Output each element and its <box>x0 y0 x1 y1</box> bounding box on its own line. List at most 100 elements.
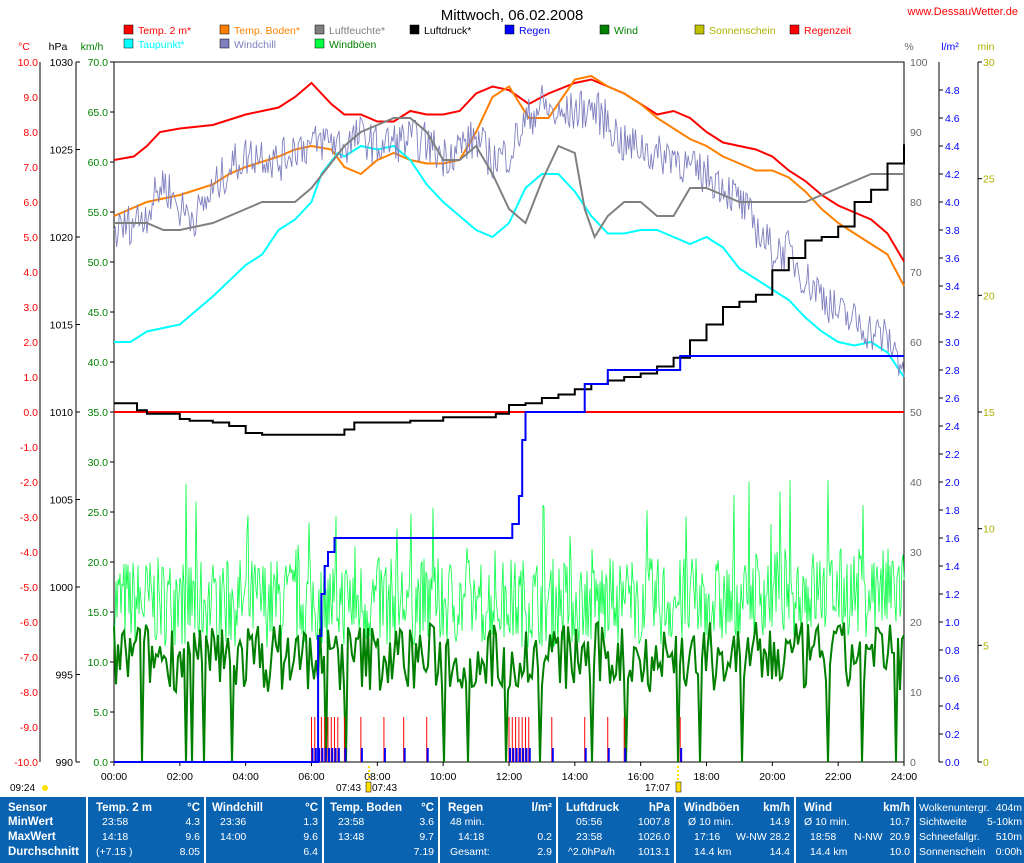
stats-wind-title: Wind <box>804 802 832 814</box>
marker-time: 07:43 <box>372 783 397 794</box>
marker-time: 09:24 <box>10 783 35 794</box>
axis-tick-kmh: 70.0 <box>88 57 109 69</box>
axis-tick-rain: 2.2 <box>945 449 960 461</box>
axis-tick-rain: 0.0 <box>945 757 960 769</box>
stats-boden-avg: 7.19 <box>413 846 434 858</box>
plot-area <box>113 74 905 763</box>
stats-snowline-label: Schneefallgr. <box>919 831 980 843</box>
series-windboeen <box>113 479 905 648</box>
legend-swatch <box>219 24 230 35</box>
legend-label: Windchill <box>234 39 276 51</box>
axis-tick-percent: 10 <box>910 687 922 699</box>
axis-tick-celsius: -8.0 <box>20 687 38 699</box>
stats-luftdruck-max-time: 23:58 <box>576 831 603 843</box>
stats-windboeen-mean: 14.4 <box>769 846 790 858</box>
stats-regen-max: 0.2 <box>537 831 552 843</box>
axis-tick-rain: 2.4 <box>945 421 960 433</box>
axis-tick-rain: 1.8 <box>945 505 960 517</box>
axis-tick-kmh: 35.0 <box>88 407 109 419</box>
axis-tick-celsius: -3.0 <box>20 512 38 524</box>
axis-tick-time: 20:00 <box>759 771 785 783</box>
axis-tick-celsius: 4.0 <box>23 267 38 279</box>
stats-misc: Wolkenuntergr. 404m Sichtweite 5-10km Schn… <box>916 797 1024 863</box>
stats-windchill-unit: °C <box>305 802 318 814</box>
axis-unit-kmh: km/h <box>81 41 104 53</box>
axis-tick-celsius: 3.0 <box>23 302 38 314</box>
axis-tick-celsius: 5.0 <box>23 232 38 244</box>
legend-swatch <box>314 38 325 49</box>
axis-tick-kmh: 15.0 <box>88 607 109 619</box>
stats-sunshine-label: Sonnenschein <box>919 846 986 858</box>
stats-windboeen-title: Windböen <box>684 802 740 814</box>
axis-tick-celsius: -7.0 <box>20 652 38 664</box>
legend-label: Regenzeit <box>804 25 851 37</box>
stats-temp-unit: °C <box>187 802 200 814</box>
legend-swatch <box>123 24 134 35</box>
series-boden <box>113 74 905 287</box>
stats-windchill-min: 1.3 <box>303 816 318 828</box>
axis-tick-celsius: 1.0 <box>23 372 38 384</box>
stats-luftdruck-unit: hPa <box>648 802 670 814</box>
legend-label: Wind <box>614 25 638 37</box>
sunrise-icon <box>365 781 372 793</box>
chart-title: Mittwoch, 06.02.2008 <box>441 7 584 24</box>
axis-tick-kmh: 55.0 <box>88 207 109 219</box>
stats-windboeen-unit: km/h <box>763 802 790 814</box>
axis-tick-celsius: -1.0 <box>20 442 38 454</box>
axis-tick-kmh: 60.0 <box>88 157 109 169</box>
stats-cloudbase-label: Wolkenuntergr. <box>919 802 990 814</box>
stats-boden-max-time: 13:48 <box>338 831 365 843</box>
stats-temp-min-time: 23:58 <box>102 816 129 828</box>
series-regen <box>114 355 904 763</box>
axis-tick-kmh: 65.0 <box>88 107 109 119</box>
axis-tick-celsius: 6.0 <box>23 197 38 209</box>
axis-tick-celsius: -5.0 <box>20 582 38 594</box>
axis-tick-hpa: 1010 <box>50 407 74 419</box>
stats-label-min: MinWert <box>8 816 54 828</box>
legend-swatch <box>314 24 325 35</box>
stats-luftdruck-trend: ^2.0hPa/h <box>568 846 615 858</box>
stats-windchill-avg: 6.4 <box>303 846 318 858</box>
axis-tick-time: 16:00 <box>628 771 654 783</box>
axis-tick-celsius: -9.0 <box>20 722 38 734</box>
series-windchill <box>113 85 905 377</box>
stats-wind-max-time: 18:58 <box>810 831 837 843</box>
axis-tick-time: 18:00 <box>693 771 719 783</box>
stats-luftdruck-avg: 1013.1 <box>637 846 670 858</box>
axis-tick-rain: 4.8 <box>945 85 960 97</box>
stats-temp: Temp. 2 m °C 23:58 4.3 14:18 9.6 (+7.15 ) 8.… <box>88 797 206 863</box>
axis-tick-celsius: -6.0 <box>20 617 38 629</box>
legend-swatch <box>219 38 230 49</box>
axis-tick-percent: 0 <box>910 757 916 769</box>
stats-wind-avg-label: Ø 10 min. <box>804 816 850 828</box>
axis-tick-time: 24:00 <box>891 771 917 783</box>
axis-tick-time: 04:00 <box>233 771 259 783</box>
axis-tick-celsius: -10.0 <box>14 757 38 769</box>
axis-tick-hpa: 1025 <box>50 145 74 157</box>
axis-tick-time: 12:00 <box>496 771 522 783</box>
axis-tick-rain: 3.8 <box>945 225 960 237</box>
stats-regen-duration: 48 min. <box>450 816 485 828</box>
site-link[interactable]: www.DessauWetter.de <box>907 6 1018 18</box>
stats-windboeen-avg-label: Ø 10 min. <box>688 816 734 828</box>
stats-boden-max: 9.7 <box>419 831 434 843</box>
axis-tick-time: 10:00 <box>430 771 456 783</box>
axis-tick-percent: 60 <box>910 337 922 349</box>
axis-tick-kmh: 10.0 <box>88 657 109 669</box>
stats-temp-avg-note: (+7.15 ) <box>96 846 133 858</box>
stats-regen-total: 2.9 <box>537 846 552 858</box>
axis-tick-kmh: 20.0 <box>88 557 109 569</box>
stats-sensor-column: Sensor MinWert MaxWert Durchschnitt <box>0 797 88 863</box>
legend-swatch <box>789 24 800 35</box>
axis-tick-time: 22:00 <box>825 771 851 783</box>
axis-tick-rain: 0.8 <box>945 645 960 657</box>
axis-tick-kmh: 0.0 <box>93 757 108 769</box>
stats-snowline: 510m <box>995 831 1022 843</box>
legend-label: Sonnenschein <box>709 25 776 37</box>
stats-windchill-min-time: 23:36 <box>220 816 247 828</box>
axis-tick-rain: 3.4 <box>945 281 960 293</box>
stats-temp-avg: 8.05 <box>179 846 200 858</box>
stats-visibility-label: Sichtweite <box>919 816 967 828</box>
series-wind <box>113 620 905 763</box>
axis-tick-time: 14:00 <box>562 771 588 783</box>
